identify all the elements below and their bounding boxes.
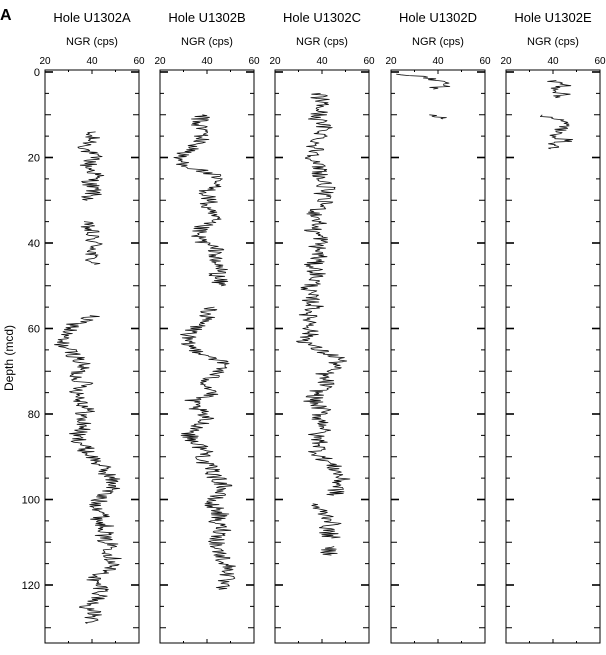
ngr-trace-segment xyxy=(80,221,103,265)
y-tick-label: 40 xyxy=(28,238,40,250)
x-tick-label: 60 xyxy=(133,56,145,67)
ngr-trace-segment xyxy=(396,73,451,90)
ngr-trace-segment xyxy=(54,315,122,624)
y-axis-label: Depth (mcd) xyxy=(2,325,16,391)
panel-5: Hole U1302E NGR (cps) 20 40 60 xyxy=(500,10,606,644)
y-tick-label: 120 xyxy=(22,580,40,592)
ngr-trace-segment xyxy=(296,93,351,496)
panel-title: Hole U1302B xyxy=(168,10,245,25)
x-axis-label: NGR (cps) xyxy=(66,36,118,48)
x-tick-label: 40 xyxy=(316,56,328,67)
plot-frame xyxy=(44,69,140,644)
x-tick-label: 20 xyxy=(154,56,166,67)
ngr-trace-segment xyxy=(320,546,338,556)
x-axis-label: NGR (cps) xyxy=(296,36,348,48)
ngr-trace-segment xyxy=(547,80,572,99)
x-tick-label: 40 xyxy=(432,56,444,67)
ngr-trace-segment xyxy=(173,114,229,287)
panel-title: Hole U1302D xyxy=(399,10,477,25)
plot-frame xyxy=(505,69,601,644)
y-tick-label: 100 xyxy=(22,495,40,507)
x-tick-label: 20 xyxy=(385,56,397,67)
plot-frame xyxy=(159,69,255,644)
x-axis-label: NGR (cps) xyxy=(412,36,464,48)
y-tick-label: 80 xyxy=(28,409,40,421)
x-axis-label: NGR (cps) xyxy=(527,36,579,48)
x-tick-label: 40 xyxy=(86,56,98,67)
ngr-trace-segment xyxy=(540,114,574,150)
ngr-trace-segment xyxy=(311,503,342,539)
panel-title: Hole U1302A xyxy=(53,10,131,25)
x-tick-label: 60 xyxy=(594,56,606,67)
x-tick-label: 60 xyxy=(248,56,260,67)
x-tick-label: 40 xyxy=(547,56,559,67)
plot-frame xyxy=(390,69,486,644)
x-tick-label: 60 xyxy=(363,56,375,67)
y-tick-label: 60 xyxy=(28,324,40,336)
y-tick-label: 0 xyxy=(34,67,40,79)
ngr-trace-segment xyxy=(429,114,447,120)
panel-4: Hole U1302D NGR (cps) 20 40 60 xyxy=(385,10,491,644)
panel-3: Hole U1302C NGR (cps) 20 40 60 xyxy=(269,10,375,644)
x-tick-label: 60 xyxy=(479,56,491,67)
x-axis-label: NGR (cps) xyxy=(181,36,233,48)
x-tick-label: 40 xyxy=(201,56,213,67)
y-tick-label: 20 xyxy=(28,153,40,165)
panel-title: Hole U1302C xyxy=(283,10,361,25)
ngr-trace-segment xyxy=(77,131,105,201)
panel-title: Hole U1302E xyxy=(514,10,592,25)
x-tick-label: 20 xyxy=(500,56,512,67)
panel-2: Hole U1302B NGR (cps) 20 40 60 xyxy=(154,10,260,644)
x-tick-label: 20 xyxy=(39,56,51,67)
ngr-trace-segment xyxy=(180,306,236,590)
plot-frame xyxy=(274,69,370,644)
panel-label: A xyxy=(0,7,12,24)
x-tick-label: 20 xyxy=(269,56,281,67)
